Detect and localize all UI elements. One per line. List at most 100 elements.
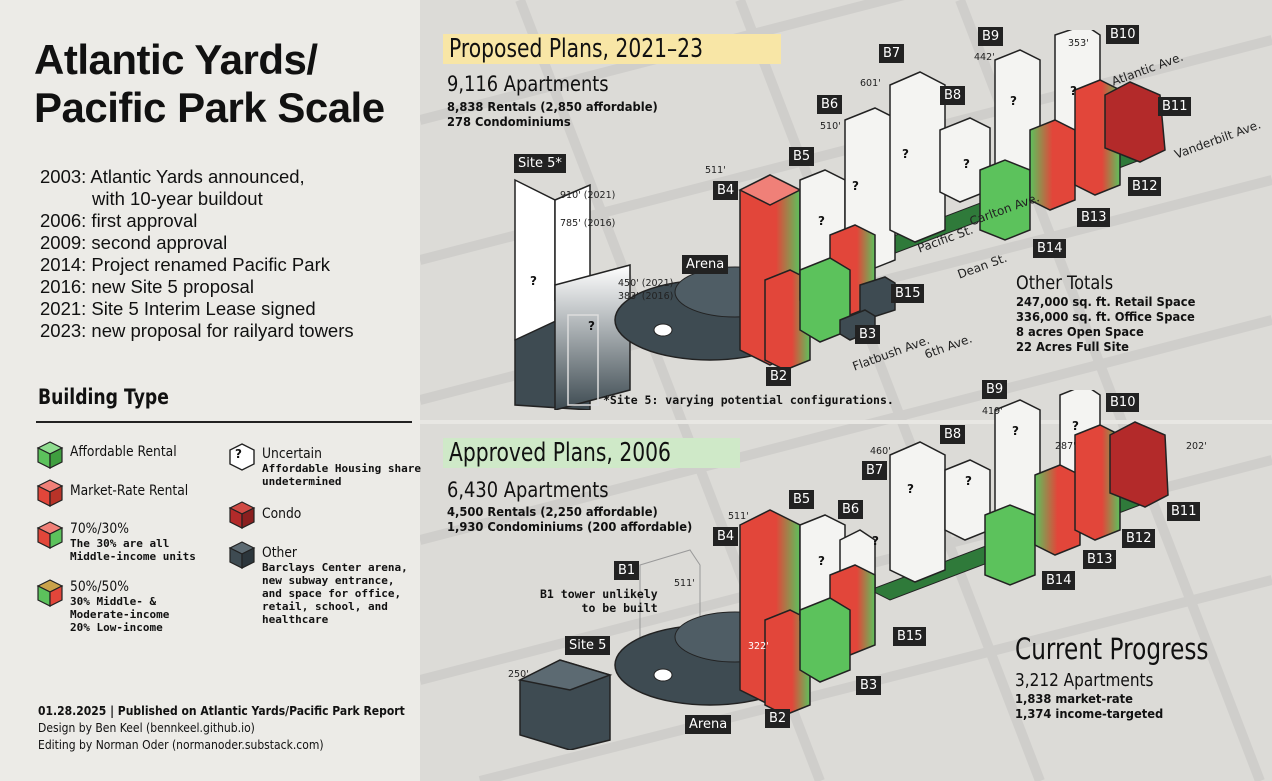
block-label-b8: B8: [940, 86, 966, 105]
svg-text:?: ?: [1070, 84, 1077, 98]
block-label-b5: B5: [789, 147, 815, 166]
b1-note-line: B1 tower unlikely: [540, 587, 658, 601]
legend-5050-desc: 20% Low-income: [70, 621, 163, 634]
proposed-apartments: 9,116 Apartments: [447, 72, 637, 96]
block-label-b3: B3: [856, 676, 882, 695]
approved-apartments-text: 6,430 Apartments: [447, 478, 609, 502]
timeline-item: 2014: Project renamed Pacific Park: [40, 254, 330, 275]
height-label: 442': [974, 52, 995, 63]
block-label-b13: B13: [1083, 550, 1117, 569]
credits-editing: Editing by Norman Oder (normanoder.subst…: [38, 738, 324, 752]
legend-uncertain-desc: undetermined: [262, 475, 342, 488]
block-label-b11: B11: [1167, 502, 1201, 521]
credits-design: Design by Ben Keel (bennkeel.github.io): [38, 721, 255, 735]
svg-text:?: ?: [588, 319, 595, 333]
current-progress-income: 1,374 income-targeted: [1015, 706, 1164, 721]
block-label-b13: B13: [1077, 208, 1111, 227]
legend-other: Other Barclays Center arena, new subway …: [262, 546, 408, 626]
split-5050-cube-icon: [36, 579, 64, 607]
building-type-heading: Building Type: [38, 385, 169, 409]
height-label: 383' (2016): [618, 291, 674, 302]
block-label-b5: B5: [789, 490, 815, 509]
legend-other-desc: healthcare: [262, 613, 329, 626]
height-label: 450' (2021): [618, 278, 674, 289]
legend-affordable: Affordable Rental: [70, 445, 195, 460]
other-totals-office: 336,000 sq. ft. Office Space: [1016, 309, 1195, 324]
site5-footnote: *Site 5: varying potential configuration…: [603, 393, 894, 407]
block-label-b2: B2: [765, 709, 791, 728]
height-label: 419': [982, 406, 1003, 417]
other-totals-open: 8 acres Open Space: [1016, 324, 1144, 339]
height-label: 511': [728, 511, 749, 522]
proposed-massing-diagram: ?? ??? ???: [514, 30, 1166, 410]
condo-cube-icon: [228, 501, 256, 529]
block-label-b15: B15: [891, 284, 925, 303]
timeline: 2003: Atlantic Yards announced, with 10-…: [40, 166, 354, 342]
legend-uncertain-label: Uncertain: [262, 446, 322, 462]
proposed-header-text: Proposed Plans, 2021–23: [449, 34, 703, 64]
approved-header: Approved Plans, 2006: [443, 438, 740, 468]
height-label: 250': [508, 669, 529, 680]
legend-condo: Condo: [262, 507, 308, 522]
approved-rentals: 4,500 Rentals (2,250 affordable): [447, 504, 658, 519]
svg-text:?: ?: [1012, 424, 1019, 438]
b1-note-line: to be built: [581, 601, 658, 615]
approved-b11-condo: [1109, 421, 1169, 508]
timeline-item: 2003: Atlantic Yards announced,: [40, 166, 305, 187]
current-progress-heading: Current Progress: [1015, 632, 1209, 666]
legend-5050: 50%/50% 30% Middle- & Moderate-income 20…: [70, 580, 169, 634]
site5-label: Site 5: [565, 636, 611, 655]
approved-b2-b4-towers: [739, 509, 811, 716]
uncertain-cube-icon: [229, 443, 255, 471]
other-totals-heading: Other Totals: [1016, 272, 1114, 294]
legend-uncertain: Uncertain Affordable Housing share undet…: [262, 447, 421, 488]
legend-other-desc: and space for office,: [262, 587, 402, 600]
other-totals-retail: 247,000 sq. ft. Retail Space: [1016, 294, 1196, 309]
split-7030-cube-icon: [36, 521, 64, 549]
legend-5050-desc: Moderate-income: [70, 608, 170, 621]
legend-7030-desc: The 30% are all: [70, 537, 170, 550]
other-totals-full: 22 Acres Full Site: [1016, 339, 1129, 354]
title-line-1: Atlantic Yards/: [34, 36, 318, 83]
block-label-b2: B2: [766, 367, 792, 386]
legend-other-desc: new subway entrance,: [262, 574, 395, 587]
b1-note: B1 tower unlikely to be built: [540, 587, 658, 615]
block-label-b1: B1: [614, 561, 640, 580]
current-progress-market: 1,838 market-rate: [1015, 691, 1133, 706]
timeline-item: 2023: new proposal for railyard towers: [40, 320, 354, 341]
block-label-b9: B9: [978, 27, 1004, 46]
legend-7030: 70%/30% The 30% are all Middle-income un…: [70, 522, 196, 563]
timeline-item: 2021: Site 5 Interim Lease signed: [40, 298, 316, 319]
title-line-2: Pacific Park Scale: [34, 84, 385, 131]
svg-text:?: ?: [1072, 419, 1079, 433]
proposed-rentals: 8,838 Rentals (2,850 affordable): [447, 99, 658, 114]
block-label-b11: B11: [1158, 97, 1192, 116]
legend-7030-label: 70%/30%: [70, 521, 129, 537]
building-type-divider: [36, 421, 412, 423]
svg-text:?: ?: [907, 482, 914, 496]
other-totals: Other Totals 247,000 sq. ft. Retail Spac…: [1016, 272, 1211, 354]
legend-icons-left: [36, 441, 64, 607]
proposed-apartments-text: 9,116 Apartments: [447, 72, 609, 96]
legend-5050-desc: 30% Middle- &: [70, 595, 157, 608]
credits-published: 01.28.2025 | Published on Atlantic Yards…: [38, 704, 405, 718]
height-label: 353': [1068, 38, 1089, 49]
site5-label: Site 5*: [514, 154, 566, 173]
height-label: 910' (2021): [560, 190, 616, 201]
legend-affordable-label: Affordable Rental: [70, 444, 177, 460]
block-label-b12: B12: [1122, 529, 1156, 548]
height-label: 601': [860, 78, 881, 89]
timeline-item: 2016: new Site 5 proposal: [40, 276, 254, 297]
svg-text:?: ?: [963, 157, 970, 171]
legend-5050-label: 50%/50%: [70, 579, 129, 595]
current-progress-apartments: 3,212 Apartments: [1015, 670, 1154, 691]
other-cube-icon: [228, 541, 256, 569]
proposed-header: Proposed Plans, 2021–23: [443, 34, 781, 64]
block-label-b6: B6: [838, 500, 864, 519]
block-label-b4: B4: [713, 527, 739, 546]
legend-uncertain-desc: Affordable Housing share: [262, 462, 421, 475]
current-progress: Current Progress 3,212 Apartments 1,838 …: [1015, 632, 1257, 721]
block-label-b3: B3: [855, 325, 881, 344]
svg-text:?: ?: [818, 554, 825, 568]
block-label-b7: B7: [879, 44, 905, 63]
